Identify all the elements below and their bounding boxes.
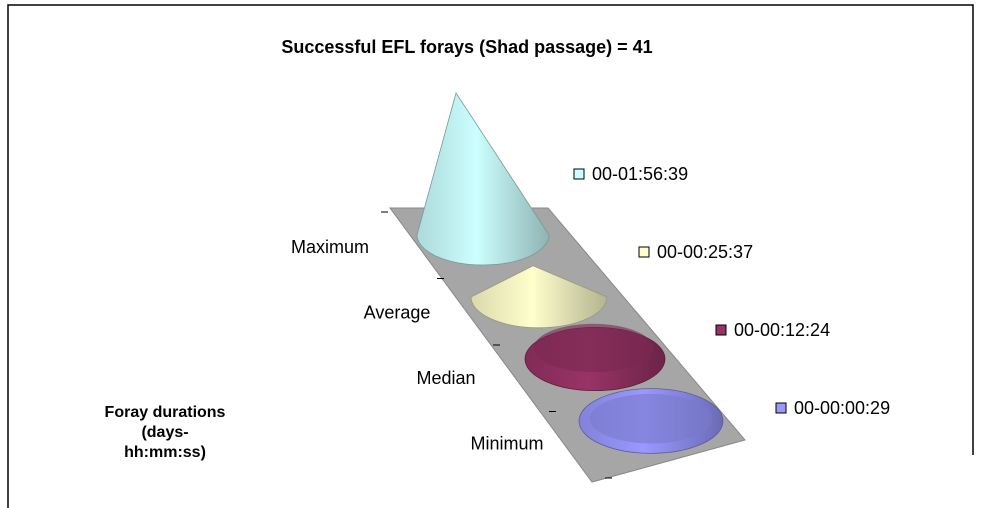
category-label: Maximum <box>291 237 369 257</box>
axis-label: hh:mm:ss) <box>124 444 206 461</box>
cone-top <box>533 323 653 373</box>
axis-label: Foray durations <box>105 404 226 421</box>
legend-swatch <box>715 324 727 336</box>
legend-label: 00-00:00:29 <box>794 398 890 418</box>
cone <box>416 92 550 266</box>
cone-top <box>589 393 713 444</box>
category-label: Average <box>364 302 431 322</box>
chart-title: Successful EFL forays (Shad passage) = 4… <box>281 37 652 57</box>
axis-label: (days- <box>141 424 188 441</box>
category-label: Median <box>416 368 475 388</box>
legend-swatch <box>573 168 585 180</box>
legend-swatch <box>775 402 787 414</box>
cone <box>470 265 608 329</box>
legend-label: 00-00:12:24 <box>734 320 830 340</box>
legend-label: 00-00:25:37 <box>657 242 753 262</box>
chart-frame <box>7 4 974 508</box>
category-label: Minimum <box>470 433 543 453</box>
legend-swatch <box>638 246 650 258</box>
legend-label: 00-01:56:39 <box>592 164 688 184</box>
